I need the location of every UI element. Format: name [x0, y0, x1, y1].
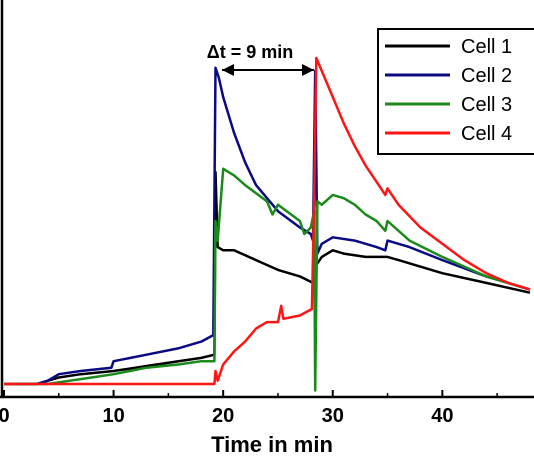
x-axis-title: Time in min: [211, 432, 333, 457]
series-line-cell-4: [4, 56, 531, 386]
series-line-cell-3: [4, 167, 531, 392]
legend-label: Cell 2: [461, 65, 512, 87]
series-line-cell-2: [4, 66, 531, 386]
annotation-arrowhead-right: [302, 64, 314, 76]
legend-label: Cell 3: [461, 94, 512, 116]
series-line-cell-1: [4, 170, 531, 386]
annotation-label: Δt = 9 min: [207, 42, 293, 62]
delta-t-annotation: Δt = 9 min: [207, 42, 314, 76]
x-tick-label: 10: [102, 405, 124, 427]
x-tick-label: 30: [322, 405, 344, 427]
x-ticks: 0 10 20 30 40: [0, 390, 498, 427]
annotation-arrowhead-left: [222, 64, 234, 76]
axes-layer: [0, 0, 534, 399]
x-tick-label: 20: [212, 405, 234, 427]
legend-label: Cell 1: [461, 36, 512, 58]
series-layer: [4, 56, 531, 392]
x-tick-label: 0: [0, 405, 10, 427]
x-tick-label: 40: [431, 405, 453, 427]
legend: Cell 1 Cell 2 Cell 3 Cell 4: [377, 28, 534, 155]
legend-label: Cell 4: [461, 123, 512, 145]
